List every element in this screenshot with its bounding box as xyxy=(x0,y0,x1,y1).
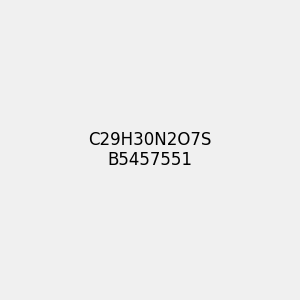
Text: C29H30N2O7S
B5457551: C29H30N2O7S B5457551 xyxy=(88,130,212,170)
